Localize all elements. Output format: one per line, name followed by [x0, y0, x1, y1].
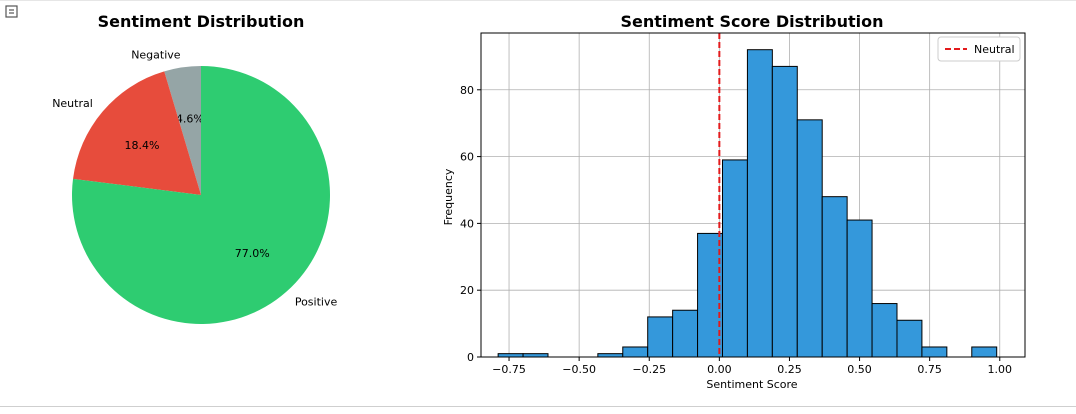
x-tick-label-2: −0.25 [632, 363, 666, 376]
hist-bar-7 [672, 309, 699, 358]
pie-label-neutral: Neutral [52, 97, 93, 110]
hist-bars [497, 49, 998, 358]
x-tick-label-7: 1.00 [988, 363, 1013, 376]
hist-bar-12 [796, 119, 823, 358]
y-tick-label-2: 40 [460, 217, 474, 230]
hist-xlabel: Sentiment Score [706, 378, 797, 391]
x-tick-label-0: −0.75 [492, 363, 526, 376]
x-tick-label-1: −0.50 [562, 363, 596, 376]
hist-legend: Neutral [937, 36, 1021, 62]
hist-bar-0 [497, 353, 524, 358]
pie-label-positive: Positive [295, 295, 338, 308]
hist-bar-15 [871, 303, 898, 358]
output-toggle-icon[interactable] [4, 4, 20, 20]
hist-bar-10 [746, 49, 773, 358]
hist-ylabel: Frequency [442, 168, 455, 225]
y-tick-label-1: 20 [460, 284, 474, 297]
hist-bar-16 [896, 319, 923, 358]
y-tick-label-4: 80 [460, 84, 474, 97]
hist-bar-6 [647, 316, 674, 358]
hist-bar-19 [971, 346, 998, 358]
y-tick-label-0: 0 [467, 351, 474, 364]
hist-title: Sentiment Score Distribution [620, 12, 883, 31]
y-tick-label-3: 60 [460, 151, 474, 164]
hist-bar-13 [821, 196, 848, 358]
pie-slice-positive [72, 66, 330, 324]
bottom-border [0, 406, 1076, 407]
hist-bar-9 [721, 159, 748, 358]
hist-y-ticks: 0 20 40 60 80 [460, 84, 481, 364]
legend-box [937, 36, 1021, 62]
hist-bar-4 [597, 353, 624, 358]
hist-bar-11 [771, 65, 798, 358]
hist-bar-1 [522, 353, 549, 358]
hist-x-ticks: −0.75 −0.50 −0.25 0.00 0.25 0.50 0.75 1.00 [492, 357, 1012, 376]
pie-pct-negative: 4.6% [176, 112, 204, 125]
legend-label-neutral: Neutral [974, 43, 1015, 56]
pie-chart: 4.6% Negative 18.4% Neutral 77.0% Positive [52, 49, 337, 324]
pie-pct-positive: 77.0% [235, 247, 270, 260]
x-tick-label-5: 0.50 [847, 363, 872, 376]
pie-slice-neutral [73, 71, 201, 195]
hist-bar-5 [622, 346, 649, 358]
pie-slice-negative [164, 66, 201, 195]
pie-title: Sentiment Distribution [98, 12, 305, 31]
pie-label-negative: Negative [131, 49, 181, 62]
pie-pct-neutral: 18.4% [125, 139, 160, 152]
hist-bar-14 [846, 219, 873, 358]
x-tick-label-4: 0.25 [777, 363, 802, 376]
hist-frame [480, 32, 1026, 358]
top-border [0, 0, 1076, 1]
x-tick-label-6: 0.75 [917, 363, 942, 376]
hist-bar-17 [921, 346, 948, 358]
x-tick-label-3: 0.00 [707, 363, 732, 376]
